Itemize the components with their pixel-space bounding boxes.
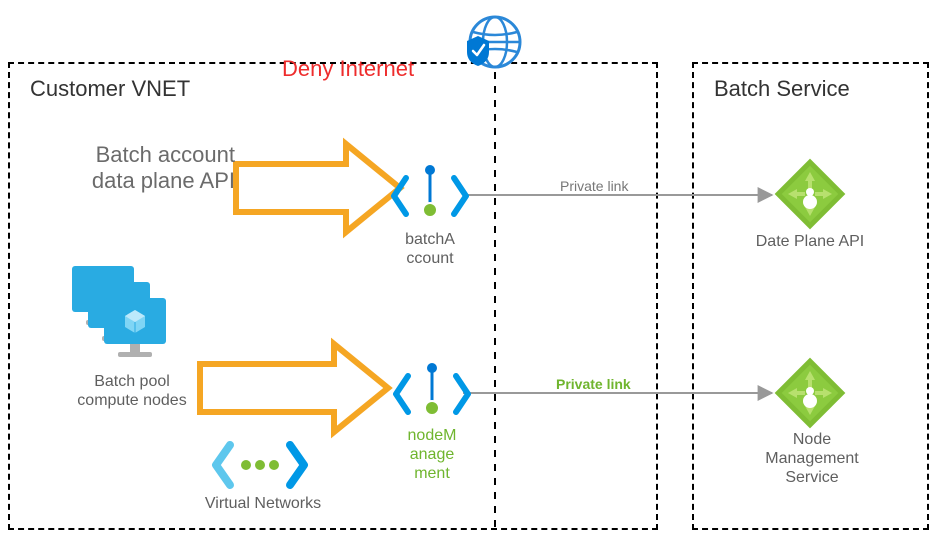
service-icon-dataplane bbox=[775, 159, 846, 230]
api-label-line2: data plane API bbox=[92, 168, 235, 193]
globe-icon bbox=[467, 17, 520, 67]
service-label-2: Node Management Service bbox=[752, 430, 872, 488]
link-label-2: Private link bbox=[556, 376, 631, 393]
vnet-icon bbox=[216, 445, 304, 485]
arrow-api bbox=[236, 144, 400, 232]
vnet-icon-label: Virtual Networks bbox=[198, 494, 328, 513]
endpoint-icon-nodemgmt bbox=[396, 363, 468, 415]
api-label-line1: Batch account bbox=[96, 142, 235, 167]
api-label: Batch account data plane API bbox=[75, 142, 235, 195]
endpoint-label-batchaccount: batchA ccount bbox=[400, 230, 460, 268]
endpoint-icon-batchaccount bbox=[394, 165, 466, 217]
service-label-1: Date Plane API bbox=[750, 232, 870, 251]
vm-stack-icon bbox=[72, 266, 166, 357]
link-label-1: Private link bbox=[560, 178, 628, 195]
service-icon-nodemgmt bbox=[775, 358, 846, 429]
vm-label: Batch pool compute nodes bbox=[62, 372, 202, 410]
arrow-nodes bbox=[200, 344, 388, 432]
deny-internet-label: Deny Internet bbox=[282, 56, 414, 82]
endpoint-label-nodemgmt: nodeM anage ment bbox=[402, 426, 462, 484]
